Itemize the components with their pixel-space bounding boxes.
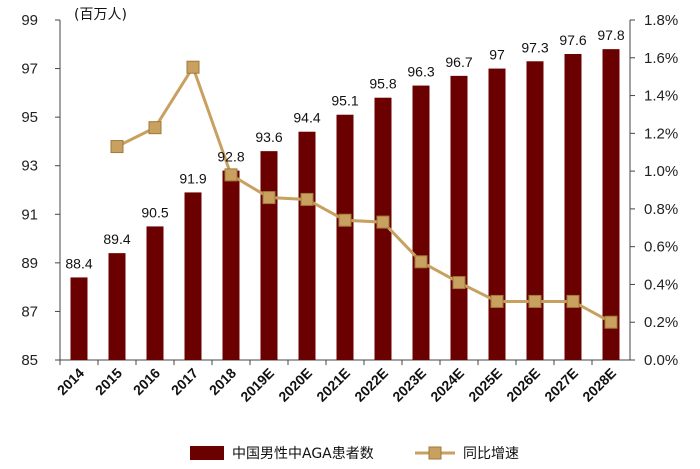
bar-data-label: 97.6 xyxy=(559,32,586,48)
y-right-tick-label: 1.6% xyxy=(644,50,678,67)
y-left-tick-label: 91 xyxy=(21,206,38,223)
x-tick-label: 2020E xyxy=(275,365,315,405)
y-left-tick-label: 85 xyxy=(21,352,38,369)
chart: 85 87 89 91 93 95 97 99 0.0% 0.2% 0.4% 0.6% 0.8% 1.0%… xyxy=(21,7,678,405)
bar xyxy=(108,253,126,360)
y-right-tick-label: 0.0% xyxy=(644,352,678,369)
growth-marker xyxy=(338,213,352,227)
legend-item-line-series: 同比增速 xyxy=(415,440,519,466)
x-tick-label: 2018 xyxy=(206,365,239,398)
growth-marker xyxy=(186,60,200,74)
bar-data-label: 95.1 xyxy=(331,93,358,109)
bar-data-label: 94.4 xyxy=(293,110,320,126)
growth-marker xyxy=(490,294,504,308)
bar xyxy=(488,68,506,361)
growth-marker xyxy=(452,276,466,290)
legend: 中国男性中AGA患者数 同比增速 xyxy=(0,440,700,466)
chart-line xyxy=(110,60,618,329)
bar xyxy=(298,131,316,360)
x-tick-label: 2021E xyxy=(313,365,353,405)
growth-marker xyxy=(376,215,390,229)
x-tick-label: 2015 xyxy=(92,365,125,398)
y-right-tick-label: 1.8% xyxy=(644,12,678,29)
bar-data-label: 89.4 xyxy=(103,231,130,247)
bar xyxy=(564,54,582,360)
bar xyxy=(526,61,544,361)
x-tick-label: 2023E xyxy=(389,365,429,405)
x-tick-label: 2028E xyxy=(579,365,619,405)
growth-marker xyxy=(110,140,124,154)
y-left-tick-label: 93 xyxy=(21,158,38,175)
x-tick-label: 2022E xyxy=(351,365,391,405)
bar xyxy=(184,192,202,360)
y-left-tick-label: 97 xyxy=(21,61,38,78)
bar-data-label: 88.4 xyxy=(65,255,92,271)
y-right-tick-label: 0.6% xyxy=(644,239,678,256)
y-right-tick-label: 1.0% xyxy=(644,163,678,180)
bar xyxy=(336,114,354,360)
bar-data-label: 90.5 xyxy=(141,204,168,220)
y-left-tick-label: 87 xyxy=(21,303,38,320)
y-right-tick-label: 0.2% xyxy=(644,314,678,331)
x-tick-label: 2017 xyxy=(168,365,201,398)
y-left-tick-label: 89 xyxy=(21,255,38,272)
legend-line-label: 同比增速 xyxy=(463,446,519,462)
growth-marker xyxy=(262,191,276,205)
y-right-tick-label: 1.2% xyxy=(644,125,678,142)
bar-data-label: 96.3 xyxy=(407,64,434,80)
growth-marker xyxy=(224,168,238,182)
bar xyxy=(374,97,392,360)
bar-data-label: 95.8 xyxy=(369,76,396,92)
y-left-tick-label: 99 xyxy=(21,12,38,29)
growth-marker xyxy=(604,315,618,329)
x-tick-label: 2024E xyxy=(427,365,467,405)
legend-bar-label: 中国男性中AGA患者数 xyxy=(232,446,374,462)
growth-marker xyxy=(148,121,162,135)
chart-bars xyxy=(70,49,620,361)
growth-marker xyxy=(414,255,428,269)
y-right-tick-label: 0.8% xyxy=(644,201,678,218)
bar xyxy=(70,277,88,360)
y-right-tick-label: 1.4% xyxy=(644,88,678,105)
bar-data-label: 93.6 xyxy=(255,129,282,145)
bar-data-label: 97 xyxy=(489,47,505,63)
bar xyxy=(602,49,620,361)
y-right-tick-label: 0.4% xyxy=(644,276,678,293)
legend-item-bar-series: 中国男性中AGA患者数 xyxy=(190,440,374,466)
bar xyxy=(412,85,430,361)
bar xyxy=(260,151,278,360)
x-tick-label: 2019E xyxy=(237,365,277,405)
legend-line-swatch xyxy=(415,446,455,460)
x-tick-label: 2025E xyxy=(465,365,505,405)
bar-data-label: 97.3 xyxy=(521,39,548,55)
bar-data-label: 91.9 xyxy=(179,170,206,186)
x-tick-label: 2026E xyxy=(503,365,543,405)
growth-marker xyxy=(566,294,580,308)
legend-bar-swatch xyxy=(190,446,224,460)
chart-labels: 88.4 89.4 90.5 91.9 92.8 93.6 94.4 95.1 95.8 96.3… xyxy=(65,27,624,271)
growth-marker xyxy=(528,294,542,308)
bar-data-label: 96.7 xyxy=(445,54,472,70)
growth-marker xyxy=(300,192,314,206)
x-tick-label: 2027E xyxy=(541,365,581,405)
y-left-tick-label: 95 xyxy=(21,109,38,126)
bar-data-label: 97.8 xyxy=(597,27,624,43)
x-tick-label: 2016 xyxy=(130,365,163,398)
bar xyxy=(146,226,164,360)
bar xyxy=(450,75,468,360)
bar xyxy=(222,170,240,360)
bar-data-label: 92.8 xyxy=(217,149,244,165)
x-tick-label: 2014 xyxy=(54,365,87,398)
unit-label: (百万人) xyxy=(74,7,127,23)
